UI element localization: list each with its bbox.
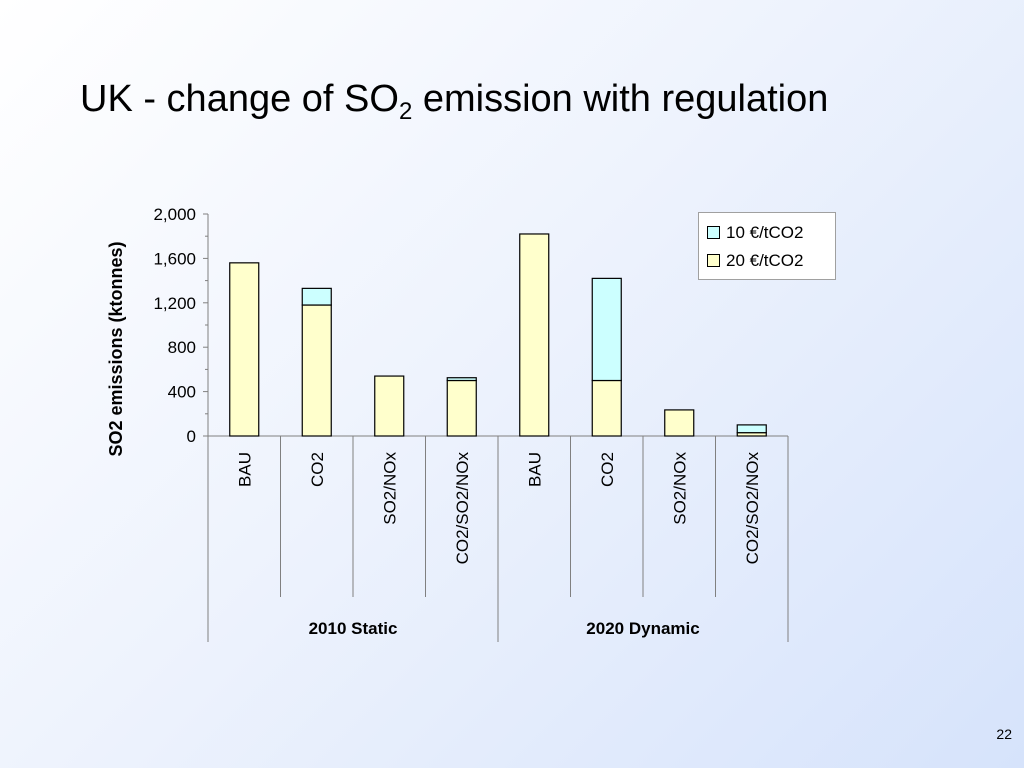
bar-segment: [591, 379, 622, 437]
slide-title-main: UK - change of SO: [80, 78, 399, 120]
bar-segment: [301, 304, 332, 437]
x-category-label: SO2/NOx: [380, 452, 399, 525]
slide-title-subscript: 2: [398, 98, 413, 125]
slide-title-rest: emission with regulation: [412, 78, 829, 120]
chart-legend: 10 €/tCO2 20 €/tCO2: [698, 212, 836, 280]
bar-segment: [664, 409, 695, 437]
legend-item-10: 10 €/tCO2: [707, 223, 804, 243]
y-tick-label: 1,600: [153, 249, 196, 268]
legend-label-10: 10 €/tCO2: [726, 223, 804, 242]
y-tick-label: 2,000: [153, 205, 196, 224]
bar-segment: [301, 287, 332, 306]
slide-title: UK - change of SO2 emission with regulat…: [80, 78, 828, 126]
y-tick-label: 1,200: [153, 294, 196, 313]
legend-swatch-20: [707, 254, 720, 267]
x-category-label: CO2/SO2/NOx: [453, 452, 472, 565]
legend-item-20: 20 €/tCO2: [707, 251, 804, 271]
y-tick-label: 400: [168, 383, 196, 402]
x-group-label: 2010 Static: [309, 619, 398, 638]
y-tick-label: 0: [187, 427, 196, 446]
x-category-label: CO2: [308, 452, 327, 487]
legend-label-20: 20 €/tCO2: [726, 251, 804, 270]
bar-segment: [446, 379, 477, 437]
bar-segment: [229, 262, 260, 437]
y-tick-label: 800: [168, 338, 196, 357]
page-number: 22: [996, 726, 1012, 742]
bar-segment: [591, 277, 622, 382]
y-axis-title: SO2 emissions (ktonnes): [106, 241, 126, 456]
bar-segment: [736, 424, 767, 434]
x-category-label: SO2/NOx: [670, 452, 689, 525]
x-category-label: CO2: [598, 452, 617, 487]
x-group-label: 2020 Dynamic: [586, 619, 699, 638]
bar-segment: [374, 375, 405, 437]
x-category-label: CO2/SO2/NOx: [743, 452, 762, 565]
x-category-label: BAU: [525, 452, 544, 487]
legend-swatch-10: [707, 226, 720, 239]
bar-segment: [446, 377, 477, 382]
bar-segment: [519, 233, 550, 437]
x-category-label: BAU: [235, 452, 254, 487]
